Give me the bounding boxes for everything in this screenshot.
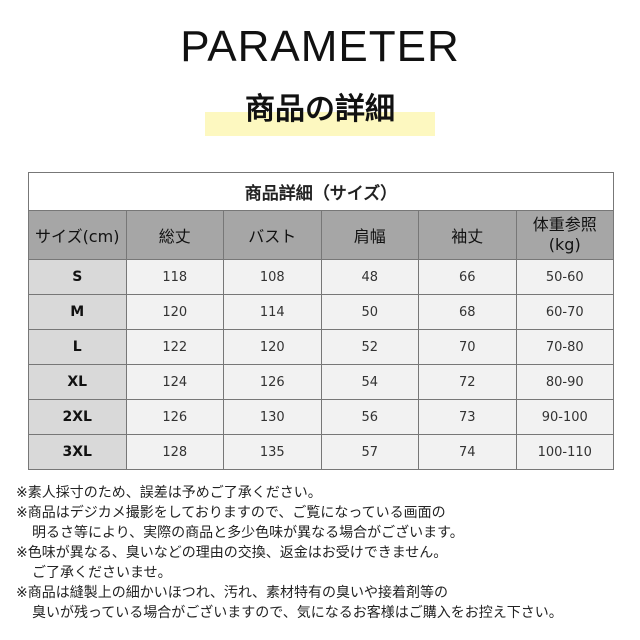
size-cell: XL xyxy=(28,364,127,400)
size-cell: 2XL xyxy=(28,399,127,435)
table-row: L 122 120 52 70 70-80 xyxy=(28,329,614,365)
value-cell: 122 xyxy=(125,329,224,365)
value-cell: 126 xyxy=(125,399,224,435)
value-cell: 108 xyxy=(223,259,322,295)
value-cell: 100-110 xyxy=(515,434,614,470)
table-header-row: サイズ(cm) 総丈 バスト 肩幅 袖丈 体重参照 (kg) xyxy=(28,210,614,260)
value-cell: 128 xyxy=(125,434,224,470)
header-bust: バスト xyxy=(223,210,322,260)
value-cell: 48 xyxy=(320,259,419,295)
value-cell: 70 xyxy=(418,329,517,365)
table-row: S 118 108 48 66 50-60 xyxy=(28,259,614,295)
header-length: 総丈 xyxy=(125,210,224,260)
value-cell: 120 xyxy=(223,329,322,365)
header-size: サイズ(cm) xyxy=(28,210,127,260)
value-cell: 70-80 xyxy=(515,329,614,365)
notes: ※素人採寸のため、誤差は予めご了承ください。 ※商品はデジカメ撮影をしております… xyxy=(16,483,563,623)
value-cell: 114 xyxy=(223,294,322,330)
size-cell: L xyxy=(28,329,127,365)
size-cell: M xyxy=(28,294,127,330)
value-cell: 54 xyxy=(320,364,419,400)
value-cell: 90-100 xyxy=(515,399,614,435)
size-table: 商品詳細（サイズ） サイズ(cm) 総丈 バスト 肩幅 袖丈 体重参照 (kg)… xyxy=(28,172,614,470)
header-shoulder: 肩幅 xyxy=(320,210,419,260)
header-sleeve: 袖丈 xyxy=(418,210,517,260)
note-line: 明るさ等により、実際の商品と多少色味が異なる場合がございます。 xyxy=(32,525,464,541)
value-cell: 56 xyxy=(320,399,419,435)
table-row: XL 124 126 54 72 80-90 xyxy=(28,364,614,400)
note-line: ※商品はデジカメ撮影をしておりますので、ご覧になっている画面の xyxy=(16,505,446,521)
value-cell: 74 xyxy=(418,434,517,470)
note-line: ※商品は縫製上の細かいほつれ、汚れ、素材特有の臭いや接着剤等の xyxy=(16,585,449,601)
page-subtitle: 商品の詳細 xyxy=(245,92,395,127)
size-cell: 3XL xyxy=(28,434,127,470)
value-cell: 80-90 xyxy=(515,364,614,400)
value-cell: 66 xyxy=(418,259,517,295)
table-caption: 商品詳細（サイズ） xyxy=(28,172,614,211)
value-cell: 52 xyxy=(320,329,419,365)
note-line: ※色味が異なる、臭いなどの理由の交換、返金はお受けできません。 xyxy=(16,545,448,561)
note-line: 臭いが残っている場合がございますので、気になるお客様はご購入をお控え下さい。 xyxy=(32,605,563,621)
value-cell: 118 xyxy=(125,259,224,295)
value-cell: 50-60 xyxy=(515,259,614,295)
size-cell: S xyxy=(28,259,127,295)
value-cell: 50 xyxy=(320,294,419,330)
value-cell: 73 xyxy=(418,399,517,435)
page-title: PARAMETER xyxy=(180,22,460,71)
value-cell: 68 xyxy=(418,294,517,330)
value-cell: 72 xyxy=(418,364,517,400)
table-row: M 120 114 50 68 60-70 xyxy=(28,294,614,330)
value-cell: 130 xyxy=(223,399,322,435)
value-cell: 135 xyxy=(223,434,322,470)
value-cell: 126 xyxy=(223,364,322,400)
note-line: ※素人採寸のため、誤差は予めご了承ください。 xyxy=(16,485,322,501)
note-line: ご了承くださいませ。 xyxy=(32,565,172,581)
value-cell: 124 xyxy=(125,364,224,400)
value-cell: 57 xyxy=(320,434,419,470)
table-row: 3XL 128 135 57 74 100-110 xyxy=(28,434,614,470)
value-cell: 60-70 xyxy=(515,294,614,330)
title-highlight xyxy=(205,112,435,136)
value-cell: 120 xyxy=(125,294,224,330)
table-row: 2XL 126 130 56 73 90-100 xyxy=(28,399,614,435)
header-weight: 体重参照 (kg) xyxy=(515,210,614,260)
